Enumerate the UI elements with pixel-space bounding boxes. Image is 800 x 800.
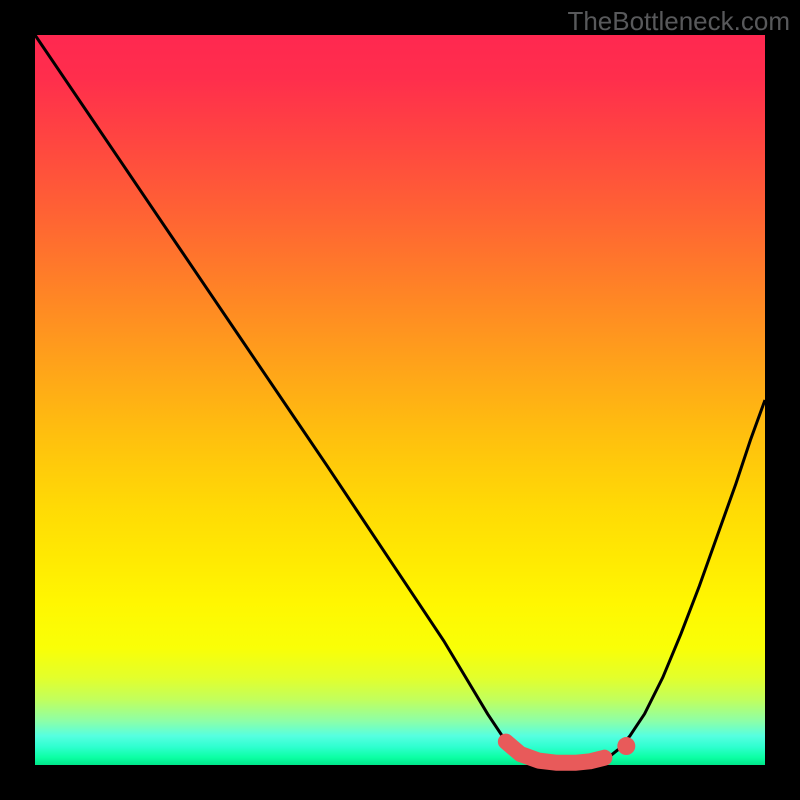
chart-svg (35, 35, 765, 765)
chart-container: TheBottleneck.com (0, 0, 800, 800)
gradient-background (35, 35, 765, 765)
watermark-text: TheBottleneck.com (567, 6, 790, 37)
highlight-dot (617, 737, 635, 755)
plot-area (35, 35, 765, 765)
